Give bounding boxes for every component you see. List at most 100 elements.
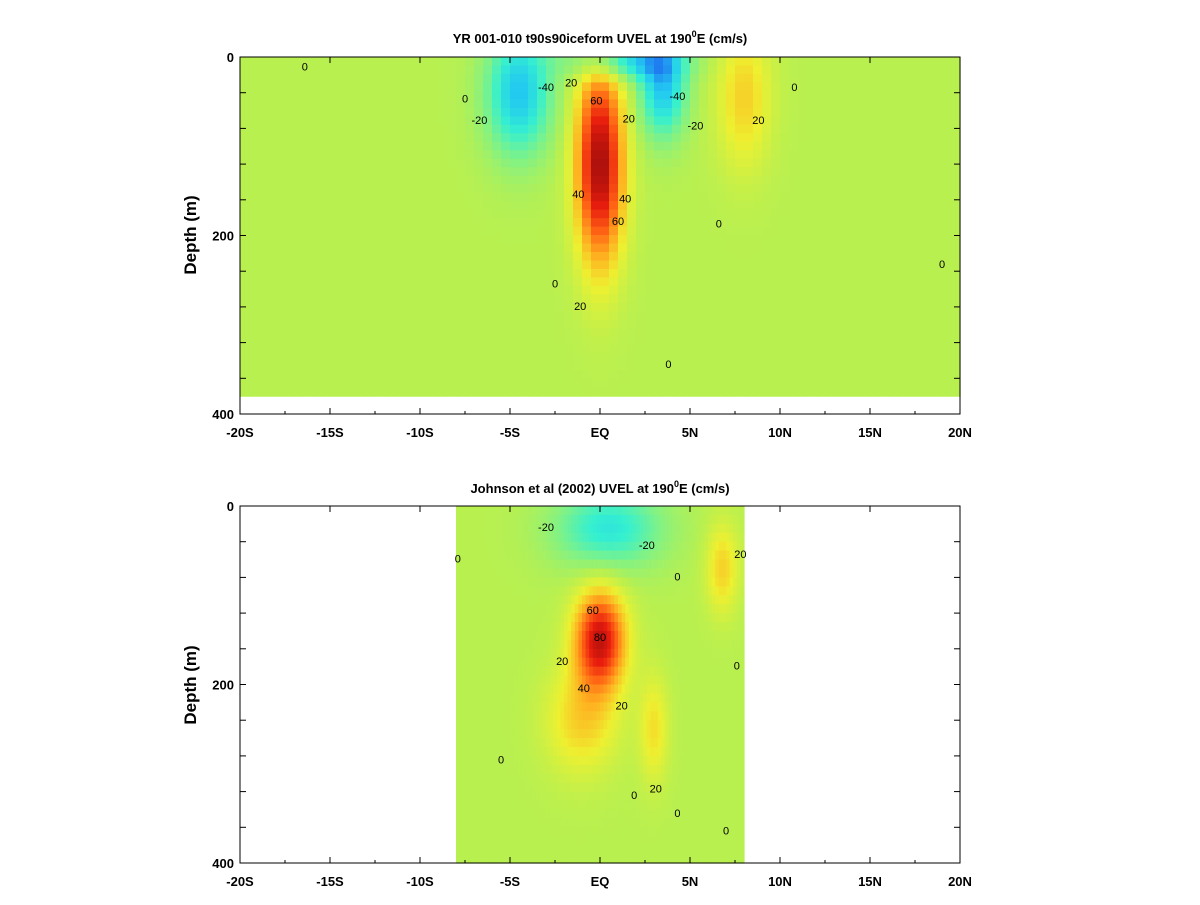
field-cell [456, 676, 460, 686]
field-cell [519, 218, 529, 227]
field-cell [470, 738, 474, 748]
field-cell [474, 167, 484, 176]
field-cell [510, 765, 514, 775]
field-cell [571, 827, 575, 837]
field-cell [312, 345, 322, 354]
field-cell [258, 193, 268, 202]
field-cell [879, 371, 889, 380]
field-cell [429, 260, 439, 269]
field-cell [539, 613, 543, 623]
field-cell [852, 277, 862, 286]
field-cell [843, 99, 853, 108]
field-cell [771, 218, 781, 227]
field-cell [470, 631, 474, 641]
field-cell [834, 252, 844, 261]
field-cell [735, 65, 745, 74]
field-cell [478, 702, 482, 712]
field-cell [654, 379, 664, 388]
field-cell [843, 125, 853, 134]
field-cell [539, 560, 543, 570]
field-cell [915, 244, 925, 253]
field-cell [542, 676, 546, 686]
field-cell [429, 176, 439, 185]
field-cell [717, 142, 727, 151]
field-cell [348, 74, 358, 83]
field-cell [933, 362, 943, 371]
field-cell [492, 756, 496, 766]
field-cell [499, 827, 503, 837]
field-cell [330, 227, 340, 236]
field-cell [789, 108, 799, 117]
field-cell [447, 91, 457, 100]
field-cell [499, 533, 503, 543]
field-cell [571, 792, 575, 802]
field-cell [951, 159, 961, 168]
field-cell [690, 210, 700, 219]
field-cell [375, 150, 385, 159]
field-cell [825, 388, 835, 397]
field-cell [528, 854, 532, 864]
field-cell [438, 379, 448, 388]
field-cell [933, 159, 943, 168]
field-cell [357, 150, 367, 159]
field-cell [726, 252, 736, 261]
field-cell [285, 74, 295, 83]
field-cell [690, 311, 700, 320]
field-cell [546, 693, 550, 703]
field-cell [321, 388, 331, 397]
field-cell [460, 640, 464, 650]
field-cell [339, 142, 349, 151]
field-cell [586, 729, 590, 739]
field-cell [420, 294, 430, 303]
field-cell [555, 74, 565, 83]
field-cell [384, 201, 394, 210]
field-cell [600, 286, 610, 295]
field-cell [514, 792, 518, 802]
field-cell [744, 277, 754, 286]
field-cell [532, 792, 536, 802]
field-cell [528, 720, 532, 730]
field-cell [564, 801, 568, 811]
field-cell [514, 640, 518, 650]
field-cell [483, 371, 493, 380]
field-cell [532, 515, 536, 525]
field-cell [546, 294, 556, 303]
field-cell [366, 269, 376, 278]
field-cell [539, 595, 543, 605]
field-cell [915, 260, 925, 269]
field-cell [485, 720, 489, 730]
field-cell [933, 320, 943, 329]
field-cell [537, 133, 547, 142]
field-cell [654, 201, 664, 210]
field-cell [582, 277, 592, 286]
field-cell [456, 801, 460, 811]
field-cell [348, 311, 358, 320]
field-cell [708, 337, 718, 346]
field-cell [249, 201, 259, 210]
field-cell [348, 320, 358, 329]
field-cell [852, 286, 862, 295]
field-cell [690, 65, 700, 74]
field-cell [596, 685, 600, 695]
field-cell [861, 116, 871, 125]
field-cell [555, 362, 565, 371]
field-cell [636, 108, 646, 117]
field-cell [517, 818, 521, 828]
field-cell [420, 218, 430, 227]
field-cell [582, 658, 586, 668]
field-cell [582, 388, 592, 397]
field-cell [924, 286, 934, 295]
field-cell [521, 640, 525, 650]
field-cell [528, 533, 532, 543]
field-cell [447, 294, 457, 303]
field-cell [429, 108, 439, 117]
top-panel-title: YR 001-010 t90s90iceform UVEL at 1900E (… [453, 29, 748, 46]
field-cell [560, 577, 564, 587]
field-cell [618, 125, 628, 134]
field-cell [825, 371, 835, 380]
field-cell [690, 277, 700, 286]
field-cell [503, 551, 507, 561]
field-cell [573, 277, 583, 286]
field-cell [249, 260, 259, 269]
field-cell [564, 159, 574, 168]
